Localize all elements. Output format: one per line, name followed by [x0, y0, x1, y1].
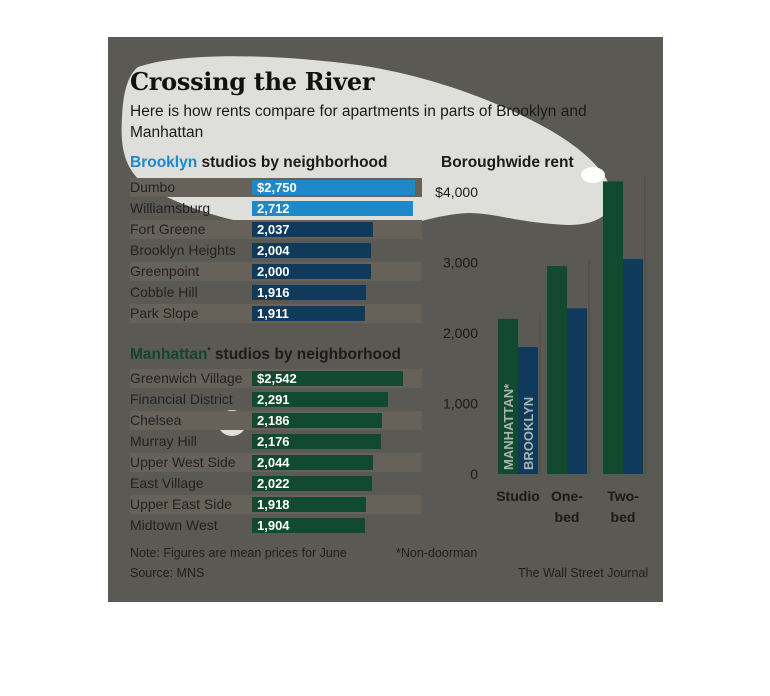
manhattan-heading-star: * — [207, 346, 211, 355]
brooklyn-row: Cobble Hill 1,916 — [130, 283, 422, 302]
chart-figure: Crossing the River Here is how rents com… — [108, 37, 663, 602]
brooklyn-row: Dumbo $2,750 — [130, 178, 422, 197]
manhattan-value-label: 2,291 — [257, 392, 290, 407]
boro-bar-manhattan — [603, 181, 623, 475]
manhattan-heading-city: Manhattan — [130, 346, 208, 364]
y-tick-label: 3,000 — [443, 255, 478, 271]
brooklyn-value-label: 2,000 — [257, 264, 290, 279]
category-label: Two- — [607, 488, 639, 504]
manhattan-label: Murray Hill — [130, 433, 197, 449]
manhattan-bar: 1,904 — [252, 518, 365, 533]
brooklyn-label: Park Slope — [130, 305, 199, 321]
manhattan-bar: 2,186 — [252, 413, 382, 428]
boro-bar-manhattan — [547, 266, 567, 474]
boro-bar-brooklyn — [623, 258, 643, 474]
boro-bar-brooklyn — [518, 347, 538, 474]
manhattan-heading-rest: studios by neighborhood — [210, 346, 401, 364]
footnote: Note: Figures are mean prices for June — [130, 546, 347, 560]
manhattan-row: Murray Hill 2,176 — [130, 432, 422, 451]
category-label: bed — [555, 509, 580, 525]
brooklyn-value-label: 2,037 — [257, 222, 290, 237]
y-tick-label: 1,000 — [443, 396, 478, 412]
y-tick-label: 2,000 — [443, 325, 478, 341]
manhattan-bar: 2,022 — [252, 476, 372, 491]
boroughwide-heading: Boroughwide rent — [441, 154, 574, 171]
manhattan-label: Financial District — [130, 391, 233, 407]
manhattan-label: Midtown West — [130, 517, 218, 533]
manhattan-value-label: 2,022 — [257, 476, 290, 491]
manhattan-label: Upper East Side — [130, 496, 232, 512]
manhattan-value-label: 2,186 — [257, 413, 290, 428]
brooklyn-row: Brooklyn Heights 2,004 — [130, 241, 422, 260]
category-label: One- — [551, 488, 583, 504]
brooklyn-row: Park Slope 1,911 — [130, 304, 422, 323]
brooklyn-label: Dumbo — [130, 179, 176, 195]
y-tick-label: $4,000 — [435, 184, 478, 200]
manhattan-row: Midtown West 1,904 — [130, 516, 422, 535]
brooklyn-label: Cobble Hill — [130, 284, 198, 300]
manhattan-bar: 1,918 — [252, 497, 366, 512]
brooklyn-bar: 2,037 — [252, 222, 373, 237]
brooklyn-value-label: 1,911 — [257, 306, 289, 321]
manhattan-label: Greenwich Village — [130, 370, 243, 386]
manhattan-row: East Village 2,022 — [130, 474, 422, 493]
manhattan-bar: 2,291 — [252, 392, 388, 407]
credit: The Wall Street Journal — [518, 566, 649, 580]
boroughwide-bar-chart: 0 1,000 2,000 3,000 $4,000 MANHATTAN* BROOKLYN… — [435, 175, 646, 525]
series-label: MANHATTAN* — [501, 383, 516, 470]
manhattan-row: Upper East Side 1,918 — [130, 495, 422, 514]
chart-subtitle: Here is how rents compare for apartments… — [130, 103, 587, 141]
manhattan-row: Upper West Side 2,044 — [130, 453, 422, 472]
manhattan-row: Chelsea 2,186 — [130, 411, 422, 430]
boro-bar-brooklyn — [567, 308, 587, 474]
manhattan-value-label: 1,918 — [257, 497, 290, 512]
brooklyn-bar: 1,911 — [252, 306, 366, 321]
manhattan-heading: Manhattan* studios by neighborhood — [130, 346, 401, 364]
chart-title: Crossing the River — [130, 67, 375, 96]
brooklyn-heading: Brooklyn studios by neighborhood — [130, 154, 387, 172]
brooklyn-value-label: 2,004 — [257, 243, 290, 258]
manhattan-value-label: 2,176 — [257, 434, 290, 449]
manhattan-bar: $2,542 — [252, 371, 403, 386]
brooklyn-bar: 2,712 — [252, 201, 413, 216]
brooklyn-bar: $2,750 — [252, 180, 415, 195]
series-label: BROOKLYN — [521, 397, 536, 470]
brooklyn-label: Williamsburg — [130, 200, 211, 216]
manhattan-label: Upper West Side — [130, 454, 236, 470]
brooklyn-bar: 2,004 — [252, 243, 371, 258]
brooklyn-row: Fort Greene 2,037 — [130, 220, 422, 239]
manhattan-label: Chelsea — [130, 412, 182, 428]
manhattan-row: Financial District 2,291 — [130, 390, 422, 409]
brooklyn-heading-city: Brooklyn — [130, 154, 198, 171]
manhattan-value-label: $2,542 — [257, 371, 297, 386]
manhattan-row: Greenwich Village $2,542 — [130, 369, 422, 388]
brooklyn-label: Fort Greene — [130, 221, 206, 237]
non-doorman-note: *Non-doorman — [396, 546, 478, 560]
brooklyn-label: Greenpoint — [130, 263, 200, 279]
brooklyn-value-label: $2,750 — [257, 180, 297, 195]
brooklyn-value-label: 2,712 — [257, 201, 290, 216]
manhattan-value-label: 1,904 — [257, 518, 290, 533]
brooklyn-bar: 2,000 — [252, 264, 371, 279]
manhattan-bar: 2,044 — [252, 455, 374, 470]
brooklyn-row: Greenpoint 2,000 — [130, 262, 422, 281]
brooklyn-row: Williamsburg 2,712 — [130, 199, 422, 218]
brooklyn-bar: 1,916 — [252, 285, 366, 300]
boro-bar-manhattan — [498, 318, 518, 474]
manhattan-label: East Village — [130, 475, 204, 491]
manhattan-value-label: 2,044 — [257, 455, 290, 470]
y-tick-label: 0 — [470, 466, 478, 482]
brooklyn-label: Brooklyn Heights — [130, 242, 236, 258]
manhattan-bar: 2,176 — [252, 434, 381, 449]
category-label: bed — [611, 509, 636, 525]
source-note: Source: MNS — [130, 566, 205, 580]
brooklyn-value-label: 1,916 — [257, 285, 290, 300]
category-label: Studio — [496, 488, 540, 504]
brooklyn-heading-rest: studios by neighborhood — [197, 154, 388, 171]
